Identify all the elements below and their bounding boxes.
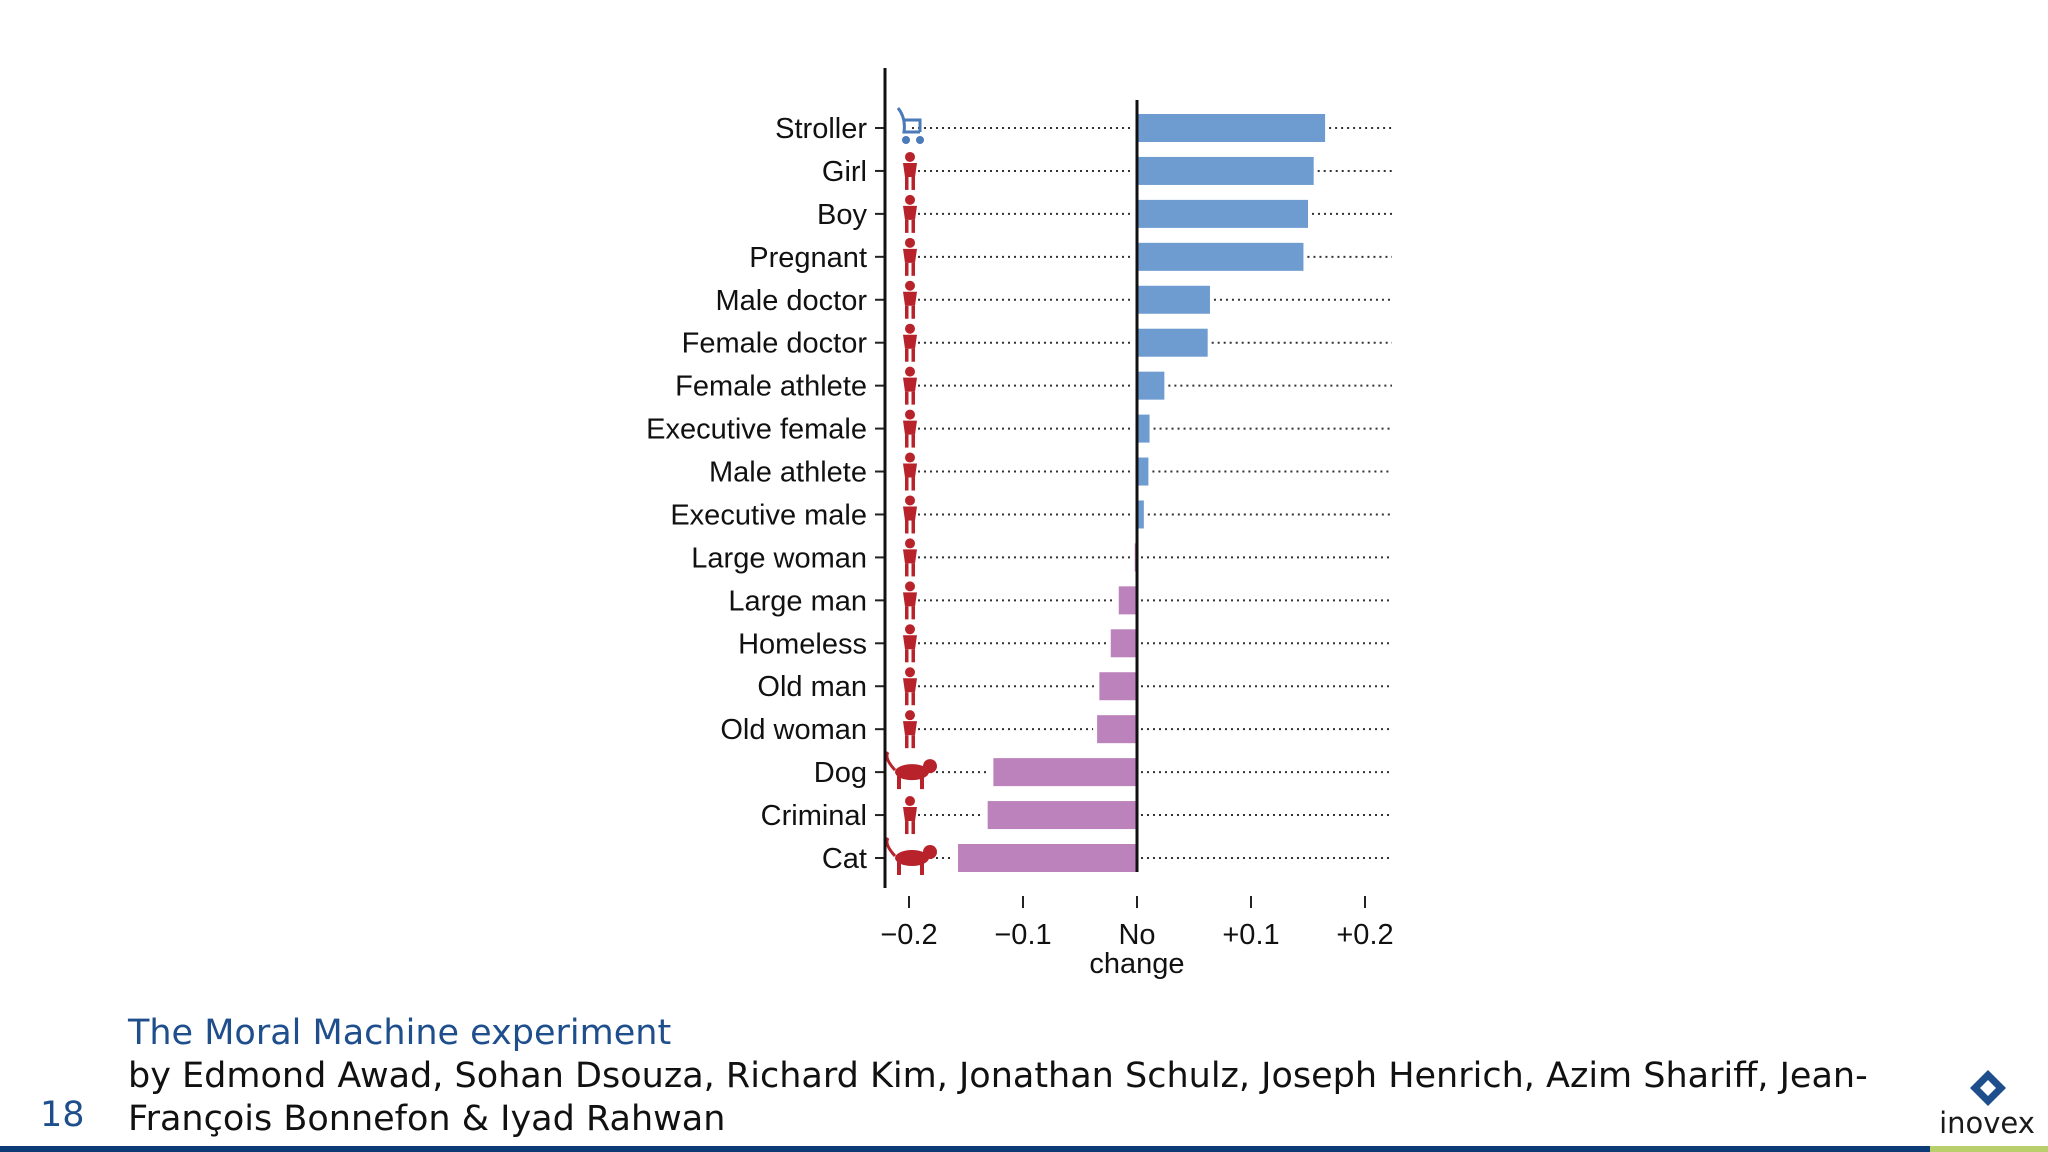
- bottom-bar-accent: [1930, 1146, 2048, 1152]
- category-label-dog: Dog: [814, 757, 867, 789]
- category-label-old-woman: Old woman: [720, 714, 867, 746]
- moral-machine-chart: Stroller Girl Boy Pregnant Male doctor Female…: [646, 68, 1394, 980]
- male-doctor-icon: [903, 280, 917, 319]
- caption-title: The Moral Machine experiment: [128, 1013, 672, 1053]
- bar-cat: [958, 844, 1137, 872]
- female-doctor-icon: [903, 323, 917, 362]
- dog-icon: [885, 751, 937, 790]
- criminal-icon: [903, 796, 917, 835]
- bar-large-man: [1118, 586, 1137, 615]
- bar-girl: [1137, 156, 1314, 185]
- category-label-female-athlete: Female athlete: [675, 371, 867, 403]
- category-label-executive-female: Executive female: [646, 414, 867, 446]
- caption-authors: by Edmond Awad, Sohan Dsouza, Richard Ki…: [128, 1056, 1868, 1139]
- bar-female-doctor: [1137, 328, 1208, 357]
- page-number: 18: [40, 1095, 85, 1135]
- bar-old-woman: [1097, 715, 1137, 744]
- x-tick-label-1: −0.1: [994, 919, 1051, 951]
- category-label-cat: Cat: [822, 843, 867, 875]
- category-label-female-doctor: Female doctor: [682, 328, 868, 360]
- x-tick-label-2-line-1: change: [1089, 948, 1184, 980]
- large-man-icon: [903, 581, 917, 620]
- bar-male-doctor: [1137, 285, 1210, 314]
- bar-executive-female: [1137, 414, 1150, 443]
- x-tick-label-0: −0.2: [880, 919, 937, 951]
- category-label-large-woman: Large woman: [691, 542, 867, 574]
- logo-text: inovex: [1939, 1106, 2035, 1140]
- cat-icon: [885, 837, 937, 875]
- bar-female-athlete: [1137, 371, 1165, 400]
- inovex-logo: inovex: [1932, 1068, 2042, 1140]
- girl-icon: [903, 151, 917, 190]
- homeless-icon: [903, 624, 917, 663]
- x-tick-label-4: +0.2: [1336, 919, 1393, 951]
- bar-old-man: [1099, 672, 1137, 701]
- x-tick-label-3: +0.1: [1222, 919, 1279, 951]
- large-woman-icon: [903, 538, 917, 577]
- female-athlete-icon: [903, 366, 917, 405]
- old-woman-icon: [903, 710, 917, 749]
- category-label-boy: Boy: [817, 199, 867, 231]
- category-label-criminal: Criminal: [761, 800, 867, 832]
- boy-icon: [903, 194, 917, 233]
- category-label-pregnant: Pregnant: [749, 242, 867, 274]
- category-label-old-man: Old man: [757, 671, 867, 703]
- bar-stroller: [1137, 114, 1326, 142]
- pregnant-woman-icon: [903, 237, 917, 276]
- old-man-icon: [903, 667, 917, 706]
- stroller-icon: [896, 107, 924, 144]
- category-label-girl: Girl: [822, 156, 867, 188]
- inovex-logo-mark-icon: [1970, 1070, 2006, 1106]
- bar-criminal: [987, 801, 1137, 830]
- category-label-male-doctor: Male doctor: [715, 285, 867, 317]
- male-athlete-icon: [903, 452, 917, 491]
- bar-homeless: [1110, 629, 1137, 658]
- category-label-stroller: Stroller: [775, 113, 867, 145]
- category-label-male-athlete: Male athlete: [709, 457, 867, 489]
- category-label-homeless: Homeless: [738, 628, 867, 660]
- executive-female-icon: [903, 409, 917, 448]
- category-label-large-man: Large man: [728, 585, 867, 617]
- x-tick-label-2: No: [1118, 919, 1155, 951]
- bar-boy: [1137, 199, 1308, 228]
- bar-executive-male: [1137, 500, 1144, 529]
- category-label-executive-male: Executive male: [670, 499, 867, 531]
- bottom-bar: [0, 1146, 1930, 1152]
- executive-male-icon: [903, 495, 917, 534]
- bar-dog: [993, 758, 1137, 787]
- bar-male-athlete: [1137, 457, 1149, 486]
- bar-pregnant: [1137, 242, 1304, 271]
